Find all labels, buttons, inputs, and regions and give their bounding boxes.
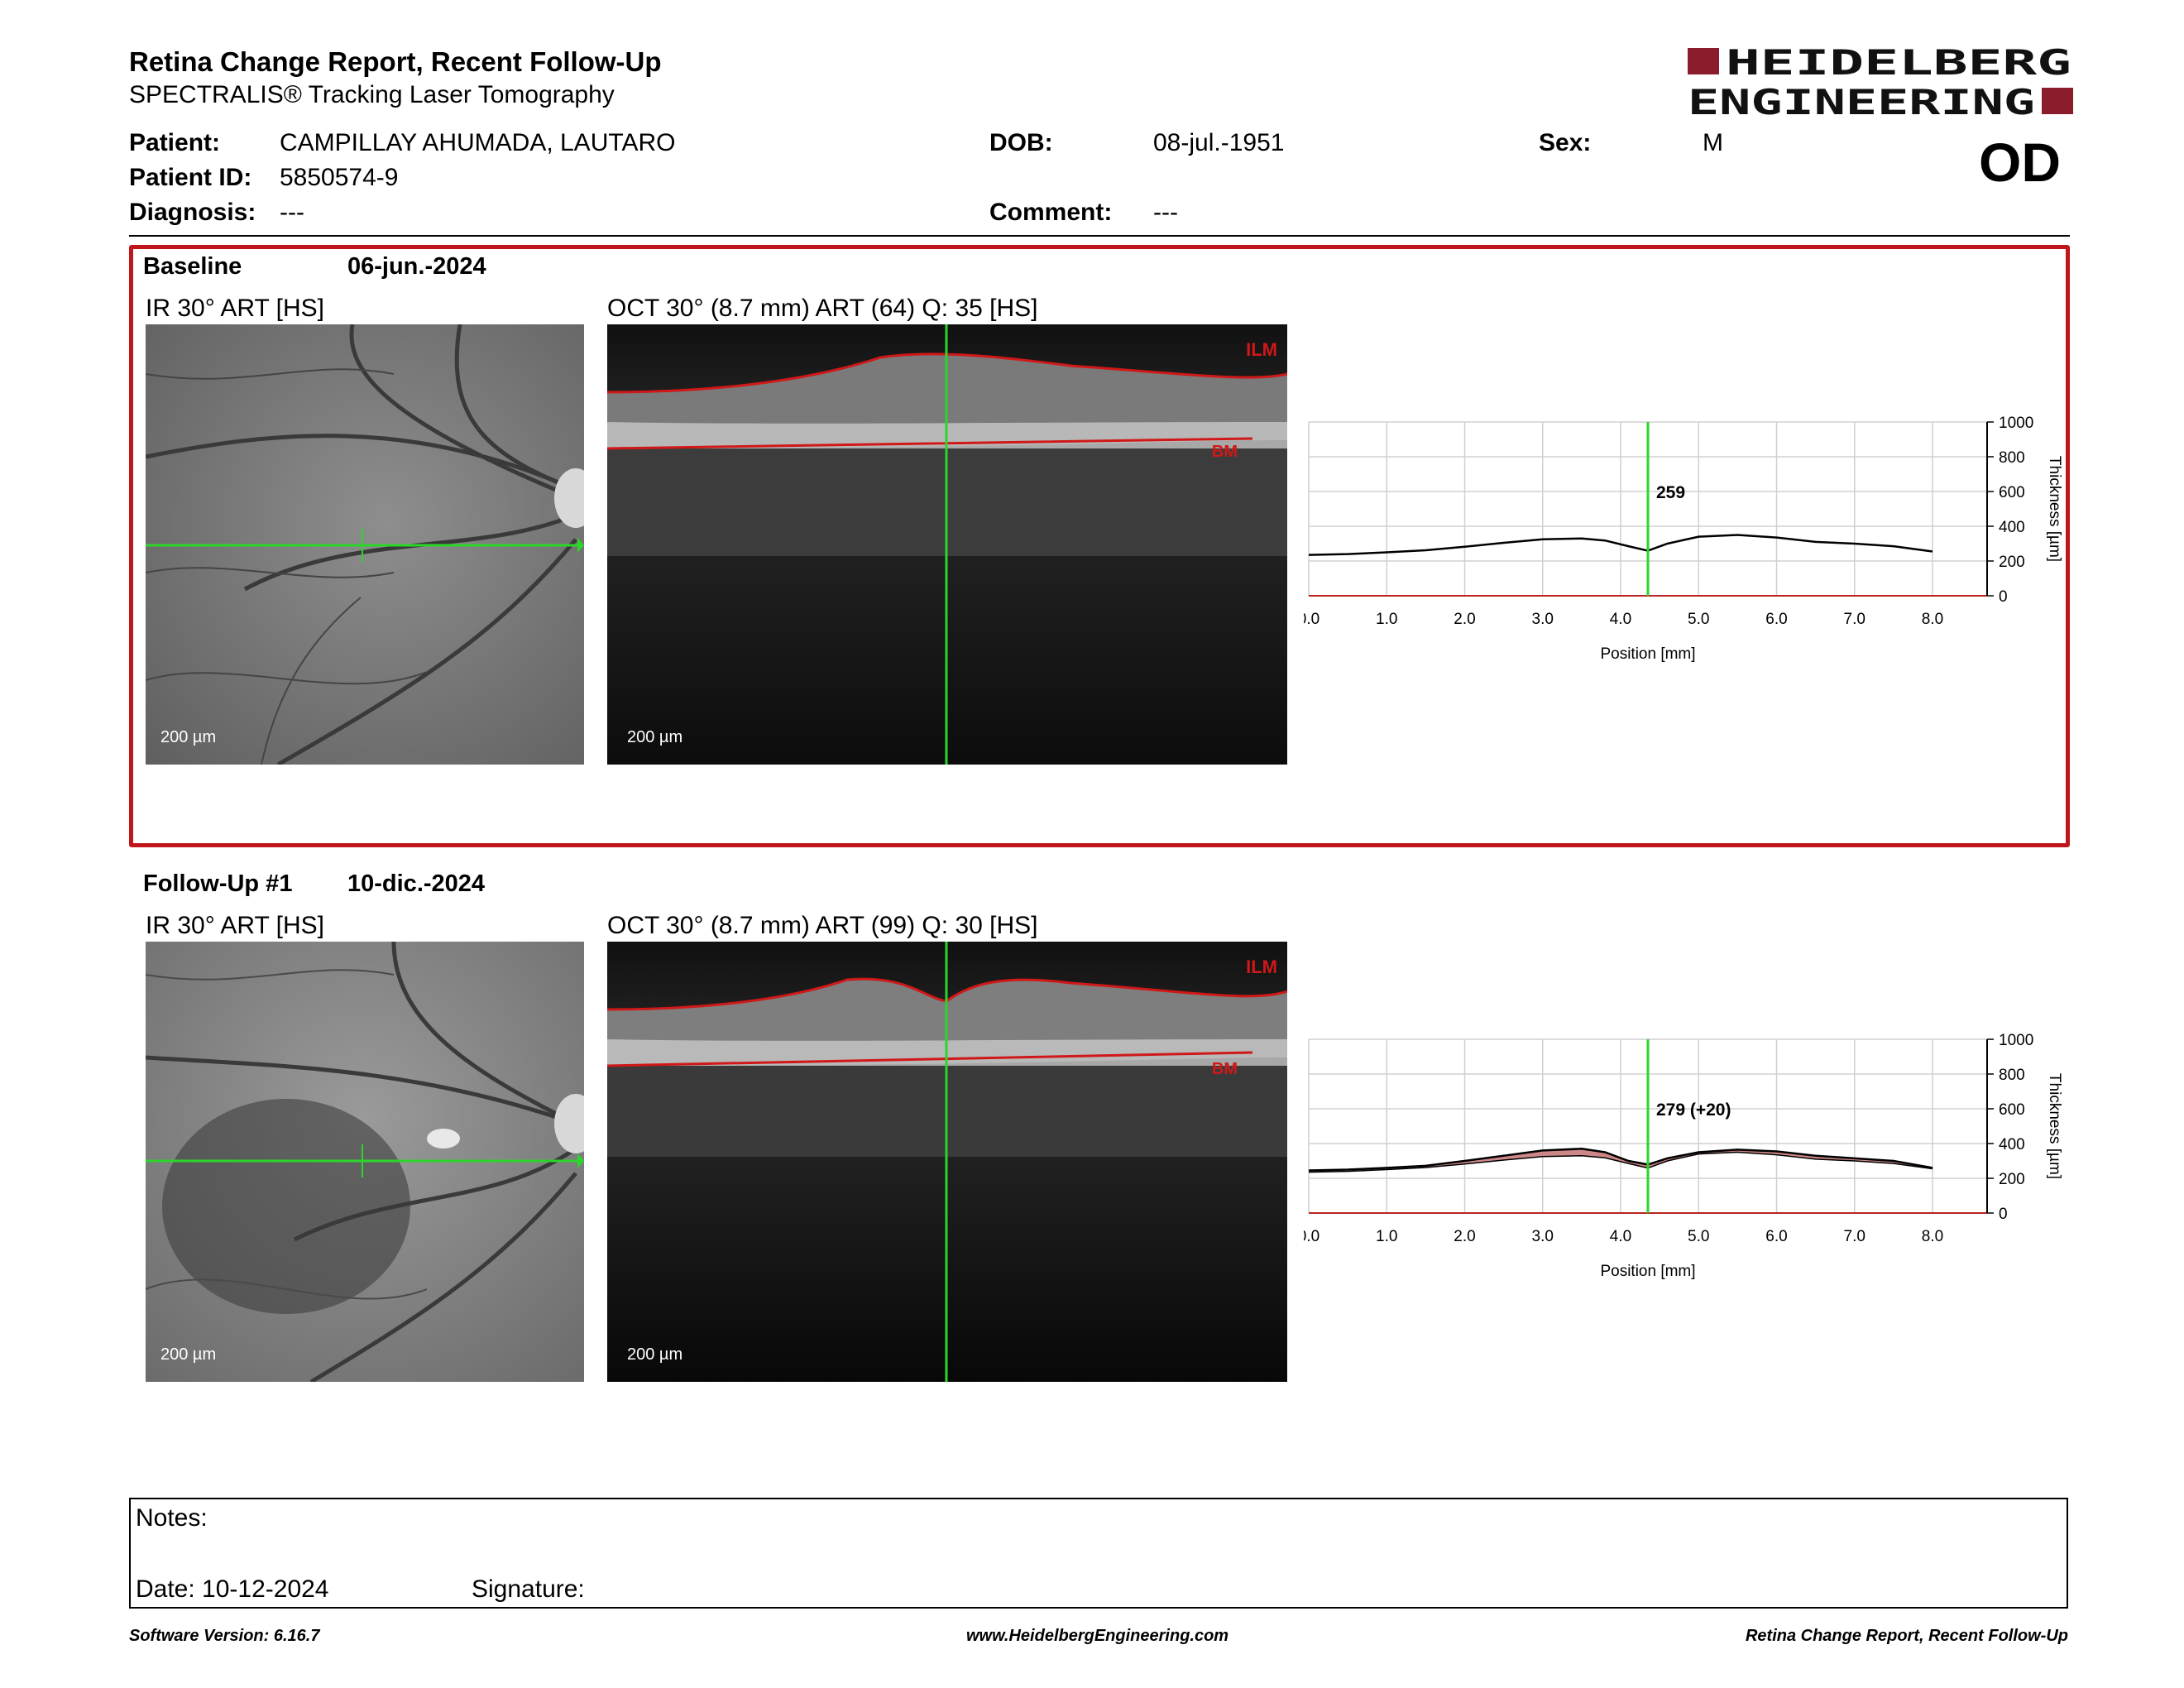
signature-label: Signature:	[472, 1575, 585, 1603]
baseline-x-tick-label: 8.0	[1922, 611, 1943, 628]
baseline-ir-image: 200 µm	[146, 324, 584, 765]
baseline-ilm-label: ILM	[1246, 339, 1277, 360]
baseline-thickness-chart: 0.0 1.0 2.0 3.0 4.0 5.0 6.0 7.0 8.0 0 200 400 600 800…	[1298, 414, 2065, 679]
followup-x-tick-label: 6.0	[1765, 1228, 1787, 1245]
followup-cursor-value-label: 279 (+20)	[1656, 1101, 1731, 1120]
patient-id-value: 5850574-9	[280, 164, 399, 191]
report-title: Retina Change Report, Recent Follow-Up	[129, 46, 662, 77]
sex-value: M	[1703, 129, 1723, 156]
baseline-x-axis-label: Position [mm]	[1600, 645, 1695, 663]
baseline-x-tick-label: 7.0	[1844, 611, 1866, 628]
baseline-y-tick-label: 0	[1999, 588, 2008, 606]
baseline-label: Baseline	[143, 253, 242, 280]
eye-label: OD	[1979, 132, 2061, 193]
heidelberg-logo: HEIDELBERG ENGINEERING	[1688, 42, 2073, 122]
dob-label: DOB:	[989, 129, 1053, 156]
followup-y-tick-label: 400	[1999, 1136, 2025, 1153]
followup-oct-label: OCT 30° (8.7 mm) ART (99) Q: 30 [HS]	[607, 912, 1038, 939]
diagnosis-value: ---	[280, 199, 304, 226]
baseline-oct-image: ILM BM 200 µm	[607, 324, 1287, 765]
followup-x-tick-label: 1.0	[1376, 1228, 1397, 1245]
notes-date: Date: 10-12-2024	[136, 1575, 329, 1603]
sex-label: Sex:	[1539, 129, 1592, 156]
followup-y-tick-label: 200	[1999, 1171, 2025, 1188]
baseline-oct-label: OCT 30° (8.7 mm) ART (64) Q: 35 [HS]	[607, 295, 1038, 322]
baseline-section	[129, 245, 2070, 847]
footer-software-version: Software Version: 6.16.7	[129, 1627, 320, 1645]
followup-x-tick-label: 8.0	[1922, 1228, 1943, 1245]
baseline-y-tick-label: 400	[1999, 519, 2025, 536]
followup-y-tick-label: 0	[1999, 1206, 2008, 1223]
followup-y-axis-label: Thickness [µm]	[2046, 1073, 2063, 1179]
followup-x-tick-label: 2.0	[1454, 1228, 1475, 1245]
followup-thickness-chart: 0.0 1.0 2.0 3.0 4.0 5.0 6.0 7.0 8.0 0 200 400 600 800…	[1298, 1031, 2065, 1296]
followup-thickness-line	[1308, 1148, 1933, 1172]
followup-x-axis-label: Position [mm]	[1600, 1263, 1695, 1280]
dob-value: 08-jul.-1951	[1153, 129, 1285, 156]
followup-baseline-line	[1308, 1151, 1933, 1173]
diagnosis-label: Diagnosis:	[129, 199, 256, 226]
followup-label: Follow-Up #1	[143, 870, 293, 897]
followup-date: 10-dic.-2024	[347, 870, 486, 897]
followup-oct-scale: 200 µm	[627, 1345, 683, 1364]
footer-website-link[interactable]: www.HeidelbergEngineering.com	[966, 1627, 1229, 1645]
baseline-y-tick-label: 200	[1999, 554, 2025, 571]
patient-label: Patient:	[129, 129, 221, 156]
followup-ir-image: 200 µm	[146, 942, 584, 1382]
followup-x-tick-label: 7.0	[1844, 1228, 1866, 1245]
header-divider	[129, 235, 2070, 237]
followup-x-tick-label: 0.0	[1304, 1228, 1320, 1245]
notes-box: Notes: Date: 10-12-2024 Signature:	[129, 1498, 2068, 1609]
baseline-x-tick-label: 4.0	[1610, 611, 1631, 628]
patient-name: CAMPILLAY AHUMADA, LAUTARO	[280, 129, 676, 156]
followup-oct-image: ILM BM 200 µm	[607, 942, 1287, 1382]
baseline-date: 06-jun.-2024	[347, 253, 486, 280]
logo-line1: HEIDELBERG	[1726, 45, 2071, 83]
baseline-ir-label: IR 30° ART [HS]	[146, 295, 324, 322]
baseline-bm-label: BM	[1212, 443, 1238, 461]
followup-x-tick-label: 3.0	[1532, 1228, 1554, 1245]
followup-y-tick-label: 600	[1999, 1101, 2025, 1119]
baseline-y-tick-label: 600	[1999, 484, 2025, 501]
baseline-y-tick-label: 800	[1999, 449, 2025, 467]
baseline-oct-scale: 200 µm	[627, 728, 683, 746]
followup-y-tick-label: 1000	[1999, 1032, 2033, 1049]
followup-ir-label: IR 30° ART [HS]	[146, 912, 324, 939]
baseline-ir-scale: 200 µm	[160, 728, 217, 746]
baseline-y-axis-label: Thickness [µm]	[2046, 456, 2063, 562]
followup-x-tick-label: 4.0	[1610, 1228, 1631, 1245]
baseline-cursor-value-label: 259	[1656, 483, 1685, 502]
logo-line2: ENGINEERING	[1688, 82, 2035, 121]
baseline-x-tick-label: 5.0	[1688, 611, 1709, 628]
baseline-y-tick-label: 1000	[1999, 415, 2033, 432]
baseline-x-tick-label: 3.0	[1532, 611, 1554, 628]
baseline-x-tick-label: 1.0	[1376, 611, 1397, 628]
followup-ilm-label: ILM	[1246, 957, 1277, 977]
report-subtitle: SPECTRALIS® Tracking Laser Tomography	[129, 81, 615, 108]
comment-value: ---	[1153, 199, 1178, 226]
baseline-x-tick-label: 6.0	[1765, 611, 1787, 628]
followup-ir-scale: 200 µm	[160, 1345, 217, 1364]
footer-report-name: Retina Change Report, Recent Follow-Up	[1745, 1627, 2068, 1645]
comment-label: Comment:	[989, 199, 1113, 226]
baseline-x-tick-label: 0.0	[1304, 611, 1320, 628]
baseline-thickness-line	[1308, 534, 1933, 556]
notes-label: Notes:	[136, 1504, 208, 1532]
patient-id-label: Patient ID:	[129, 164, 252, 191]
followup-y-tick-label: 800	[1999, 1067, 2025, 1084]
followup-x-tick-label: 5.0	[1688, 1228, 1709, 1245]
followup-bm-label: BM	[1212, 1060, 1238, 1078]
baseline-x-tick-label: 2.0	[1454, 611, 1475, 628]
